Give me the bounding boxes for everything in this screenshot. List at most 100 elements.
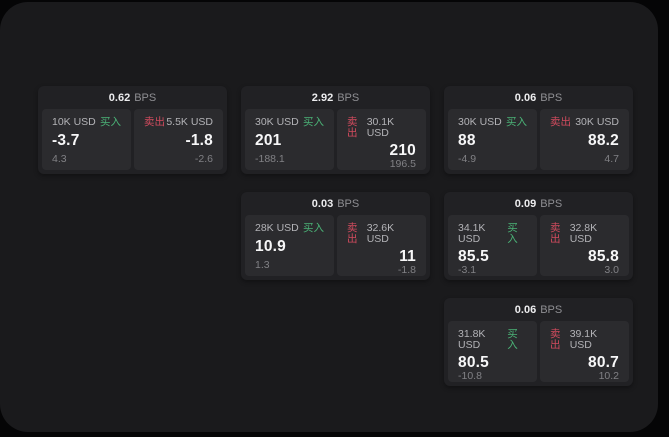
sell-delta: 10.2 [598, 370, 619, 383]
buy-pane-header: 30K USD 买入 [255, 117, 324, 128]
bps-unit-label: BPS [540, 304, 563, 316]
buy-delta: -188.1 [255, 152, 285, 165]
sell-side-label: 卖出 [550, 328, 561, 351]
sell-pane[interactable]: 卖出 32.8K USD 85.8 3.0 [540, 215, 629, 276]
sell-pane-header: 卖出 39.1K USD [550, 329, 619, 350]
sell-amount: 5.5K USD [166, 116, 213, 128]
buy-sell-panes: 31.8K USD 买入 80.5 -10.8 卖出 39.1K USD 80.… [448, 321, 629, 382]
sell-delta: -1.8 [397, 264, 416, 277]
sell-pane[interactable]: 卖出 30K USD 88.2 4.7 [540, 109, 629, 170]
bps-unit-label: BPS [337, 198, 360, 210]
bps-value: 2.92 [311, 92, 334, 104]
bps-value: 0.09 [514, 198, 537, 210]
buy-pane-header: 10K USD 买入 [52, 117, 121, 128]
sell-price: 210 [389, 142, 416, 159]
bps-value: 0.06 [514, 304, 537, 316]
quote-card[interactable]: 0.06 BPS 31.8K USD 买入 80.5 -10.8 卖出 39.1… [444, 298, 633, 386]
buy-amount: 10K USD [52, 116, 96, 128]
bps-value: 0.03 [311, 198, 334, 210]
buy-sell-panes: 34.1K USD 买入 85.5 -3.1 卖出 32.8K USD 85.8… [448, 215, 629, 276]
sell-amount: 30K USD [575, 116, 619, 128]
buy-side-label: 买入 [303, 222, 324, 234]
buy-pane-header: 31.8K USD 买入 [458, 329, 527, 350]
sell-price: 80.7 [588, 354, 619, 371]
buy-pane-header: 28K USD 买入 [255, 223, 324, 234]
quote-card[interactable]: 0.09 BPS 34.1K USD 买入 85.5 -3.1 卖出 32.8K… [444, 192, 633, 280]
card-header: 2.92 BPS [245, 91, 426, 106]
buy-amount: 28K USD [255, 222, 299, 234]
buy-delta: -3.1 [458, 264, 477, 277]
sell-pane-header: 卖出 32.6K USD [347, 223, 416, 244]
buy-sell-panes: 28K USD 买入 10.9 1.3 卖出 32.6K USD 11 -1.8 [245, 215, 426, 276]
sell-pane[interactable]: 卖出 32.6K USD 11 -1.8 [337, 215, 426, 276]
card-header: 0.06 BPS [448, 91, 629, 106]
sell-price: 88.2 [588, 131, 619, 149]
buy-pane-header: 30K USD 买入 [458, 117, 527, 128]
sell-amount: 32.6K USD [366, 222, 395, 245]
buy-pane[interactable]: 31.8K USD 买入 80.5 -10.8 [448, 321, 537, 382]
buy-price: 85.5 [458, 248, 489, 265]
buy-side-label: 买入 [507, 328, 518, 351]
quote-card[interactable]: 0.06 BPS 30K USD 买入 88 -4.9 卖出 30K USD 8… [444, 86, 633, 174]
buy-pane[interactable]: 10K USD 买入 -3.7 4.3 [42, 109, 131, 170]
sell-price: 11 [399, 248, 416, 265]
sell-price: -1.8 [185, 131, 213, 149]
sell-pane[interactable]: 卖出 5.5K USD -1.8 -2.6 [134, 109, 223, 170]
app-panel: 0.62 BPS 10K USD 买入 -3.7 4.3 卖出 5.5K USD… [0, 2, 658, 432]
bps-unit-label: BPS [540, 198, 563, 210]
sell-pane[interactable]: 卖出 39.1K USD 80.7 10.2 [540, 321, 629, 382]
sell-delta: 196.5 [389, 158, 416, 171]
sell-side-label: 卖出 [550, 222, 561, 245]
buy-pane[interactable]: 34.1K USD 买入 85.5 -3.1 [448, 215, 537, 276]
buy-side-label: 买入 [303, 116, 324, 128]
sell-pane-header: 卖出 30K USD [550, 117, 619, 128]
buy-amount: 30K USD [255, 116, 299, 128]
buy-pane-header: 34.1K USD 买入 [458, 223, 527, 244]
buy-side-label: 买入 [100, 116, 121, 128]
buy-side-label: 买入 [507, 222, 518, 245]
sell-delta: 3.0 [604, 264, 619, 277]
buy-amount: 31.8K USD [458, 328, 486, 351]
bps-unit-label: BPS [337, 92, 360, 104]
bps-value: 0.62 [108, 92, 131, 104]
sell-pane-header: 卖出 5.5K USD [144, 117, 213, 128]
bps-unit-label: BPS [540, 92, 563, 104]
sell-amount: 39.1K USD [569, 328, 598, 351]
quote-card[interactable]: 0.62 BPS 10K USD 买入 -3.7 4.3 卖出 5.5K USD… [38, 86, 227, 174]
buy-sell-panes: 30K USD 买入 88 -4.9 卖出 30K USD 88.2 4.7 [448, 109, 629, 170]
card-header: 0.62 BPS [42, 91, 223, 106]
buy-delta: -10.8 [458, 370, 482, 383]
sell-side-label: 卖出 [550, 116, 571, 128]
bps-value: 0.06 [514, 92, 537, 104]
buy-pane[interactable]: 28K USD 买入 10.9 1.3 [245, 215, 334, 276]
sell-amount: 32.8K USD [569, 222, 598, 245]
sell-side-label: 卖出 [347, 222, 358, 245]
card-header: 0.09 BPS [448, 197, 629, 212]
sell-pane-header: 卖出 30.1K USD [347, 117, 416, 138]
sell-side-label: 卖出 [347, 116, 358, 139]
buy-sell-panes: 10K USD 买入 -3.7 4.3 卖出 5.5K USD -1.8 -2.… [42, 109, 223, 170]
buy-pane[interactable]: 30K USD 买入 88 -4.9 [448, 109, 537, 170]
buy-price: 10.9 [255, 237, 286, 255]
sell-delta: 4.7 [604, 152, 619, 165]
sell-side-label: 卖出 [144, 116, 165, 128]
cards-grid: 0.62 BPS 10K USD 买入 -3.7 4.3 卖出 5.5K USD… [38, 86, 633, 386]
buy-price: 201 [255, 131, 282, 149]
sell-pane-header: 卖出 32.8K USD [550, 223, 619, 244]
buy-side-label: 买入 [506, 116, 527, 128]
sell-pane[interactable]: 卖出 30.1K USD 210 196.5 [337, 109, 426, 170]
buy-price: 80.5 [458, 354, 489, 371]
quote-card[interactable]: 2.92 BPS 30K USD 买入 201 -188.1 卖出 30.1K … [241, 86, 430, 174]
buy-amount: 30K USD [458, 116, 502, 128]
buy-price: 88 [458, 131, 476, 149]
buy-delta: -4.9 [458, 152, 477, 165]
bps-unit-label: BPS [134, 92, 157, 104]
buy-amount: 34.1K USD [458, 222, 486, 245]
sell-price: 85.8 [588, 248, 619, 265]
card-header: 0.06 BPS [448, 303, 629, 318]
card-header: 0.03 BPS [245, 197, 426, 212]
quote-card[interactable]: 0.03 BPS 28K USD 买入 10.9 1.3 卖出 32.6K US… [241, 192, 430, 280]
sell-delta: -2.6 [194, 152, 213, 165]
buy-sell-panes: 30K USD 买入 201 -188.1 卖出 30.1K USD 210 1… [245, 109, 426, 170]
buy-pane[interactable]: 30K USD 买入 201 -188.1 [245, 109, 334, 170]
